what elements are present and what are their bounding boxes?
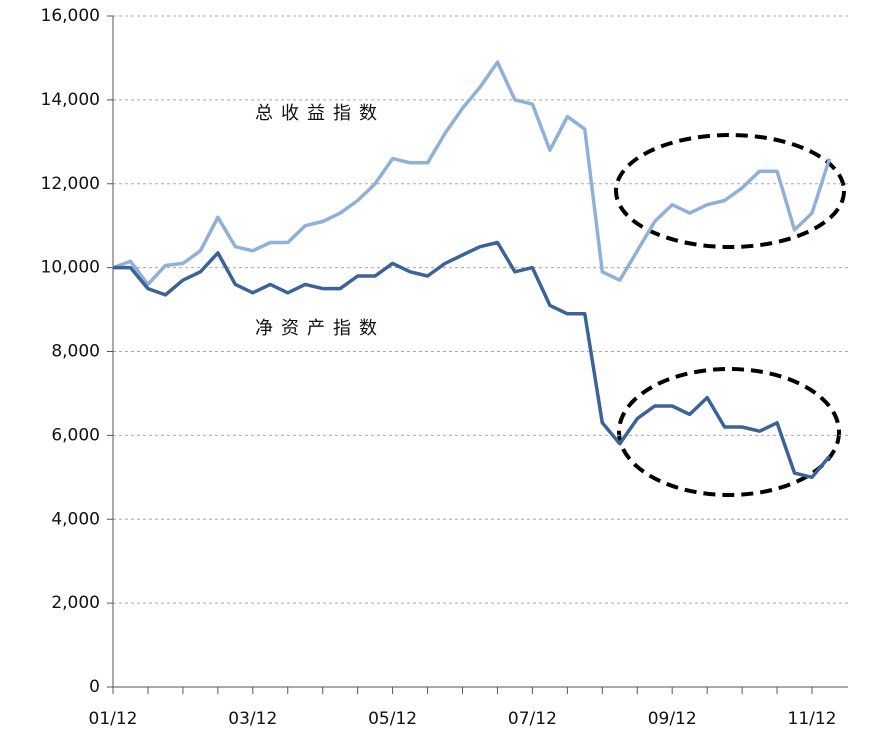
- annotation: 总收益指数: [255, 103, 385, 124]
- annotation: 净资产指数: [255, 318, 385, 339]
- y-tick-label: 12,000: [41, 174, 100, 194]
- x-tick-label: 01/12: [89, 709, 138, 729]
- x-tick-label: 05/12: [368, 709, 417, 729]
- y-tick-label: 14,000: [41, 90, 100, 110]
- x-tick-label: 07/12: [508, 709, 557, 729]
- y-tick-label: 16,000: [41, 6, 100, 26]
- x-tick-label: 03/12: [228, 709, 277, 729]
- series-line: [112, 60, 832, 287]
- y-tick-label: 10,000: [41, 258, 100, 278]
- y-tick-label: 4,000: [51, 509, 100, 529]
- y-tick-label: 6,000: [51, 425, 100, 445]
- y-tick-label: 2,000: [51, 593, 100, 613]
- series-line: [113, 240, 831, 480]
- x-tick-label: 09/12: [648, 709, 697, 729]
- highlight-ellipse: [617, 367, 841, 497]
- highlight-ellipse: [614, 133, 846, 249]
- y-tick-label: 0: [89, 677, 100, 697]
- y-tick-label: 8,000: [51, 342, 100, 362]
- x-tick-label: 11/12: [788, 709, 837, 729]
